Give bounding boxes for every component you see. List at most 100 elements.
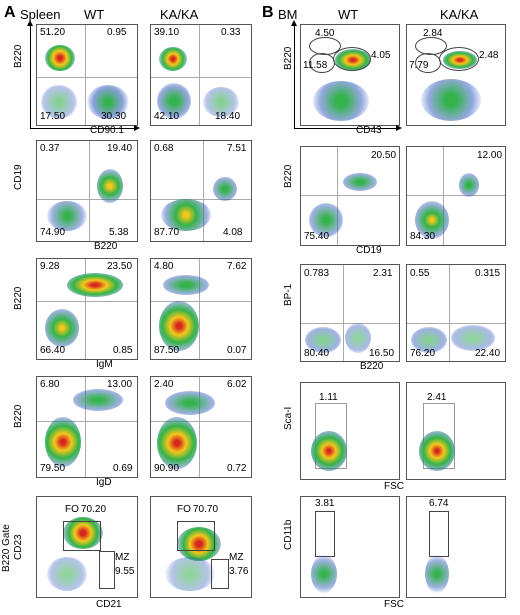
y-axis-arrow <box>294 24 295 128</box>
q-ll: 87.50 <box>154 345 180 356</box>
q-ll: 87.70 <box>154 227 180 238</box>
q-ul: 9.28 <box>40 261 60 272</box>
q-ul: 0.783 <box>304 268 330 279</box>
spleen-ka-cd23-cd21-plot: FO 70.70 MZ 3.76 <box>150 496 252 598</box>
q-ll: 84.30 <box>410 231 436 242</box>
gate-value: 3.81 <box>315 498 335 509</box>
x-axis-label: CD43 <box>356 125 382 136</box>
spleen-wt-cd19-b220-plot: 0.37 19.40 74.90 5.38 <box>36 140 138 242</box>
mz-label: MZ <box>115 552 130 563</box>
gate-value: 2.41 <box>427 392 447 403</box>
y-axis-label: B220 <box>283 164 294 188</box>
gate-value: 11.58 <box>303 60 328 71</box>
spleen-ka-b220-cd90-plot: 39.10 0.33 42.10 18.40 <box>150 24 252 126</box>
q-ur: 2.31 <box>373 268 393 279</box>
panel-a-ka-header: KA/KA <box>160 7 199 22</box>
spleen-ka-b220-igd-plot: 2.40 6.02 90.90 0.72 <box>150 376 252 478</box>
q-lr: 0.72 <box>227 463 247 474</box>
bm-wt-sca1-fsc-plot: 1.11 <box>300 382 400 480</box>
q-ur: 13.00 <box>107 379 133 390</box>
gate-value: 1.11 <box>319 392 338 403</box>
q-ll: 76.20 <box>410 348 436 359</box>
q-lr: 0.69 <box>113 463 133 474</box>
x-axis-label: CD21 <box>96 599 122 610</box>
mz-label: MZ <box>229 552 244 563</box>
y-axis-label: B220 <box>13 44 24 68</box>
spleen-wt-b220-cd90-plot: 51.20 0.95 17.50 30.30 <box>36 24 138 126</box>
bm-ka-b220-cd43-plot: 2.84 2.48 7.79 <box>406 24 506 126</box>
arrow-tip-icon <box>134 125 140 131</box>
q-ul: 0.55 <box>410 268 430 279</box>
q-ll: 66.40 <box>40 345 66 356</box>
q-ur: 19.40 <box>107 143 133 154</box>
q-ul: 6.80 <box>40 379 60 390</box>
q-ur: 0.95 <box>107 27 127 38</box>
bm-ka-sca1-fsc-plot: 2.41 <box>406 382 506 480</box>
y-axis-label: CD19 <box>13 164 24 190</box>
x-axis-arrow <box>294 128 398 129</box>
q-ur: 0.315 <box>475 268 501 279</box>
x-axis-arrow <box>30 128 136 129</box>
bm-wt-bp1-b220-plot: 0.783 2.31 80.40 16.50 <box>300 264 400 362</box>
y-axis-label: Sca-I <box>283 406 294 430</box>
x-axis-label: FSC <box>384 481 404 492</box>
q-ur: 23.50 <box>107 261 133 272</box>
q-lr: 22.40 <box>475 348 501 359</box>
q-ll: 90.90 <box>154 463 180 474</box>
gate-value: 2.84 <box>423 28 443 39</box>
x-axis-label: CD19 <box>356 245 382 256</box>
panel-b-letter: B <box>262 4 274 21</box>
bm-ka-b220-cd19-plot: 12.00 84.30 <box>406 146 506 246</box>
y-axis-label: CD23 <box>13 534 24 560</box>
x-axis-label: CD90.1 <box>90 125 124 136</box>
bm-ka-cd11b-fsc-plot: 6.74 <box>406 496 506 598</box>
q-lr: 18.40 <box>215 111 241 122</box>
q-ll: 79.50 <box>40 463 66 474</box>
q-lr: 0.85 <box>113 345 133 356</box>
mz-value: 3.76 <box>229 566 249 577</box>
gate-value: 4.50 <box>315 28 335 39</box>
panel-a-wt-header: WT <box>84 7 105 22</box>
q-ur: 20.50 <box>371 150 397 161</box>
q-ll: 42.10 <box>154 111 180 122</box>
bm-wt-b220-cd43-plot: 4.50 4.05 11.58 <box>300 24 400 126</box>
q-ll: 75.40 <box>304 231 330 242</box>
x-axis-label: IgM <box>96 359 113 370</box>
fo-value: 70.20 <box>81 504 107 515</box>
panel-b-wt-header: WT <box>338 7 359 22</box>
q-ul: 39.10 <box>154 27 180 38</box>
spleen-ka-b220-igm-plot: 4.80 7.62 87.50 0.07 <box>150 258 252 360</box>
q-ur: 7.62 <box>227 261 247 272</box>
q-ll: 17.50 <box>40 111 66 122</box>
q-ul: 4.80 <box>154 261 174 272</box>
spleen-wt-b220-igd-plot: 6.80 13.00 79.50 0.69 <box>36 376 138 478</box>
q-ur: 0.33 <box>221 27 241 38</box>
bm-wt-cd11b-fsc-plot: 3.81 <box>300 496 400 598</box>
y-axis-label: BP-1 <box>283 283 294 306</box>
arrow-tip-icon <box>291 20 297 26</box>
y-axis-label: B220 <box>283 46 294 70</box>
q-ul: 0.68 <box>154 143 174 154</box>
q-ul: 0.37 <box>40 143 60 154</box>
q-lr: 5.38 <box>109 227 129 238</box>
q-ur: 12.00 <box>477 150 503 161</box>
y-axis-label: B220 <box>13 286 24 310</box>
panel-a-letter: A <box>4 4 16 21</box>
gate-value: 4.05 <box>371 50 391 61</box>
q-lr: 30.30 <box>101 111 127 122</box>
bm-wt-b220-cd19-plot: 20.50 75.40 <box>300 146 400 246</box>
fo-value: 70.70 <box>193 504 219 515</box>
q-ul: 51.20 <box>40 27 66 38</box>
x-axis-label: FSC <box>384 599 404 610</box>
q-lr: 16.50 <box>369 348 395 359</box>
x-axis-label: B220 <box>94 241 118 252</box>
q-lr: 4.08 <box>223 227 243 238</box>
q-ur: 6.02 <box>227 379 247 390</box>
fo-label: FO <box>177 504 191 515</box>
fo-label: FO <box>65 504 79 515</box>
x-axis-label: B220 <box>360 361 384 372</box>
panel-a-tissue: Spleen <box>20 7 61 22</box>
y-axis-label: CD11b <box>283 519 294 550</box>
spleen-ka-cd19-b220-plot: 0.68 7.51 87.70 4.08 <box>150 140 252 242</box>
q-ul: 2.40 <box>154 379 174 390</box>
